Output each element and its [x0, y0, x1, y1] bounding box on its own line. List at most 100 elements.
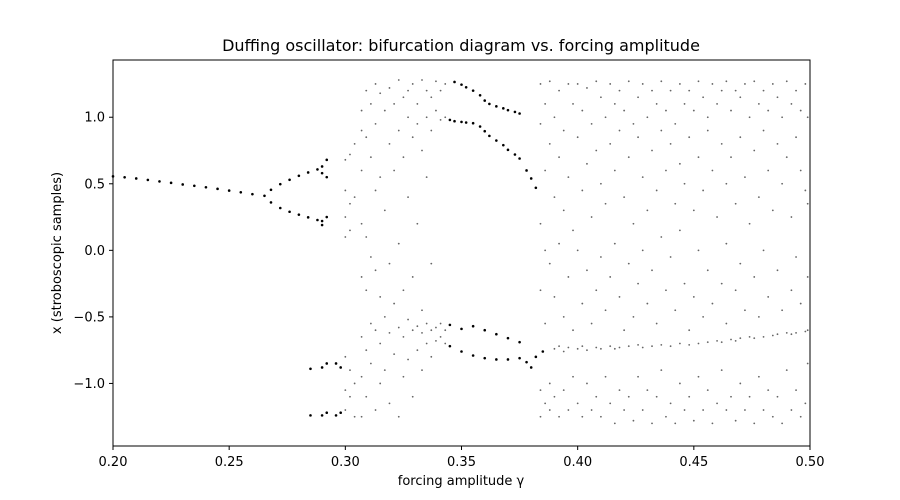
chaotic-point	[655, 322, 658, 325]
chaotic-point	[397, 79, 400, 81]
chaotic-point	[632, 122, 635, 125]
periodic-point	[325, 362, 329, 365]
chaotic-point	[425, 116, 428, 119]
chaotic-point	[402, 289, 405, 292]
chaotic-point	[748, 116, 751, 119]
chaotic-point	[627, 395, 630, 398]
chaotic-point	[349, 229, 351, 232]
periodic-point	[534, 355, 538, 359]
chaotic-point	[383, 109, 386, 112]
periodic-point	[518, 340, 521, 344]
chaotic-point	[669, 142, 672, 145]
chaotic-point	[711, 169, 714, 172]
chaotic-point	[353, 142, 356, 145]
chaotic-point	[353, 196, 356, 198]
chaotic-point	[627, 156, 630, 159]
chaotic-point	[795, 331, 797, 334]
chaotic-point	[444, 342, 447, 345]
chaotic-point	[806, 116, 809, 119]
chaotic-point	[762, 335, 765, 338]
chaotic-point	[360, 169, 363, 172]
chaotic-point	[600, 182, 602, 185]
chaotic-point	[590, 322, 593, 325]
chaotic-point	[641, 249, 644, 252]
chaotic-point	[716, 216, 718, 218]
chaotic-point	[725, 80, 728, 83]
chaotic-point	[586, 382, 588, 385]
chaotic-point	[539, 389, 542, 391]
chaotic-point	[421, 369, 423, 372]
chaotic-point	[678, 382, 681, 385]
periodic-point	[460, 350, 463, 353]
chaotic-point	[430, 262, 433, 265]
data-points	[111, 79, 809, 425]
periodic-point	[334, 362, 338, 365]
chaotic-point	[421, 149, 423, 152]
chaotic-point	[674, 122, 677, 125]
chaotic-point	[730, 395, 732, 398]
chaotic-point	[669, 345, 672, 348]
chaotic-point	[553, 347, 556, 350]
chaotic-point	[430, 96, 433, 99]
chaotic-point	[678, 162, 681, 165]
periodic-point	[278, 182, 282, 186]
chaotic-point	[692, 419, 695, 422]
chaotic-point	[344, 355, 347, 358]
chaotic-point	[692, 109, 695, 112]
chaotic-point	[407, 196, 409, 198]
chaotic-point	[651, 269, 653, 272]
x-axis-ticks: 0.20 0.25 0.30 0.35 0.40 0.45 0.50	[99, 446, 824, 470]
chaotic-point	[369, 156, 372, 159]
chaotic-point	[785, 156, 788, 159]
chaotic-point	[558, 89, 560, 92]
chaotic-point	[651, 149, 653, 152]
chaotic-point	[734, 89, 737, 92]
chaotic-point	[804, 83, 807, 85]
chaotic-point	[739, 136, 742, 139]
chaotic-point	[790, 409, 793, 411]
periodic-point	[464, 121, 468, 124]
periodic-point	[453, 119, 456, 123]
chaotic-point	[567, 409, 570, 411]
chaotic-point	[435, 326, 437, 329]
chaotic-point	[548, 262, 551, 265]
chaotic-point	[374, 409, 377, 411]
chaotic-point	[567, 176, 570, 179]
chaotic-point	[421, 309, 423, 312]
periodic-point	[506, 148, 510, 152]
chaotic-point	[739, 96, 742, 99]
chaotic-point	[790, 103, 793, 105]
chaotic-point	[637, 343, 639, 346]
chaotic-point	[711, 83, 714, 85]
chaotic-point	[795, 256, 797, 258]
chaotic-point	[799, 169, 802, 172]
chaotic-point	[365, 349, 368, 352]
chaotic-point	[716, 103, 718, 105]
chaotic-point	[544, 103, 547, 105]
chaotic-point	[665, 289, 667, 292]
chaotic-point	[613, 422, 616, 425]
chaotic-point	[397, 326, 400, 329]
chaotic-point	[646, 302, 649, 305]
chaotic-point	[360, 375, 363, 378]
chaotic-point	[767, 109, 770, 112]
chaotic-point	[651, 345, 653, 348]
chaotic-point	[785, 331, 788, 334]
chaotic-point	[411, 83, 414, 85]
chaotic-point	[627, 80, 630, 83]
x-axis-label: forcing amplitude γ	[398, 474, 525, 489]
chaotic-point	[613, 242, 616, 245]
chaotic-point	[553, 395, 556, 398]
chaotic-point	[595, 395, 598, 398]
chaotic-point	[544, 169, 547, 172]
chaotic-point	[776, 269, 779, 272]
chaotic-point	[762, 89, 765, 92]
chaotic-point	[623, 409, 626, 411]
chaotic-point	[397, 415, 400, 418]
chaotic-point	[632, 315, 635, 318]
chaotic-point	[706, 129, 709, 132]
periodic-point	[471, 121, 475, 125]
periodic-point	[158, 180, 161, 183]
chaotic-point	[439, 89, 442, 92]
chaotic-point	[444, 83, 447, 85]
